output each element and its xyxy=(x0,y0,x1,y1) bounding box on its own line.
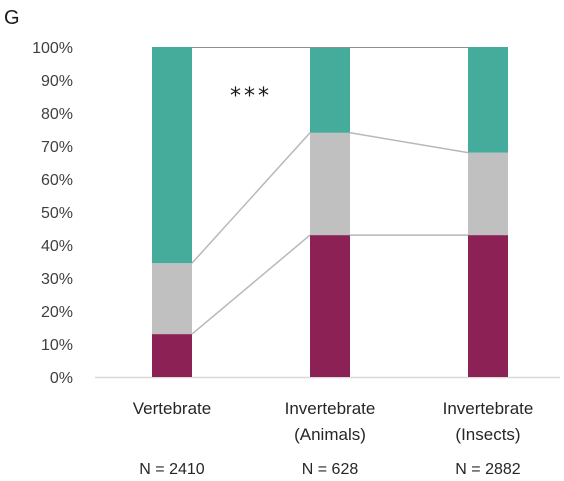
bar-segment-top xyxy=(152,47,192,264)
y-tick-label: 10% xyxy=(41,337,73,354)
bars xyxy=(152,47,508,377)
y-tick-label: 60% xyxy=(41,172,73,189)
connector-line xyxy=(349,132,469,154)
significance-label: *** xyxy=(230,84,272,109)
y-tick-label: 40% xyxy=(41,238,73,255)
bar-segment-bottom xyxy=(468,235,508,377)
y-axis: 0% 10% 20% 30% 40% 50% 60% 70% 80% 90% 100% xyxy=(32,40,73,387)
sample-size-label: N = 2410 xyxy=(139,461,204,478)
bar-segment-top xyxy=(310,47,350,133)
x-axis-labels: Vertebrate Invertebrate (Animals) Invertebr… xyxy=(133,399,534,444)
x-category-label: Invertebrate xyxy=(443,399,534,418)
x-category-label: Invertebrate xyxy=(285,399,376,418)
y-tick-label: 100% xyxy=(32,40,73,57)
x-category-label: (Animals) xyxy=(294,425,366,444)
y-tick-label: 90% xyxy=(41,73,73,90)
connector-lines xyxy=(191,132,469,335)
x-category-label: (Insects) xyxy=(455,425,520,444)
panel-label: G xyxy=(4,7,20,29)
y-tick-label: 20% xyxy=(41,304,73,321)
sample-size-labels: N = 2410 N = 628 N = 2882 xyxy=(139,461,520,478)
connector-line xyxy=(191,234,311,335)
y-tick-label: 30% xyxy=(41,271,73,288)
bar-segment-middle xyxy=(468,152,508,236)
bar-segment-middle xyxy=(152,263,192,335)
y-tick-label: 50% xyxy=(41,205,73,222)
bar-segment-top xyxy=(468,47,508,153)
x-category-label: Vertebrate xyxy=(133,399,211,418)
y-tick-label: 80% xyxy=(41,106,73,123)
y-tick-label: 0% xyxy=(50,370,73,387)
bar-segment-middle xyxy=(310,132,350,236)
bar-segment-bottom xyxy=(152,334,192,377)
bar-segment-bottom xyxy=(310,235,350,377)
sample-size-label: N = 628 xyxy=(302,461,359,478)
connector-line xyxy=(191,132,311,264)
sample-size-label: N = 2882 xyxy=(455,461,520,478)
y-tick-label: 70% xyxy=(41,139,73,156)
